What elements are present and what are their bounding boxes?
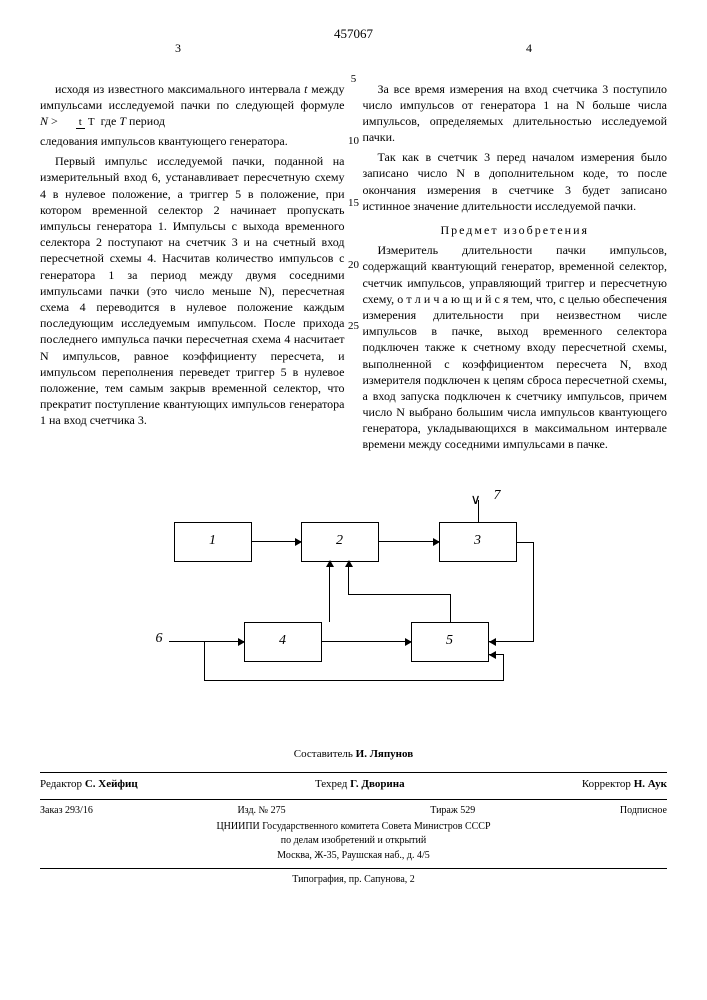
arrow-icon	[295, 538, 302, 546]
signal-line	[204, 680, 504, 682]
line-number: 15	[347, 196, 361, 211]
signal-line	[533, 542, 535, 642]
signal-line	[252, 541, 301, 543]
block-diagram: 1 2 3 4 5 7 ∨ 6	[174, 502, 534, 692]
line-number-gutter: 5 10 15 20 25	[347, 72, 361, 381]
footer: Составитель И. Ляпунов Редактор С. Хейфи…	[40, 747, 667, 887]
paragraph: Измеритель длительности пачки импульсов,…	[363, 242, 668, 452]
publication-info: Заказ 293/16 Изд. № 275 Тираж 529 Подпис…	[40, 799, 667, 862]
paragraph: следования импульсов квантующего генерат…	[40, 133, 345, 149]
arrow-icon	[238, 638, 245, 646]
diagram-block-2: 2	[301, 522, 379, 562]
org-line: ЦНИИПИ Государственного комитета Совета …	[40, 820, 667, 834]
right-column: За все время измерения на вход счетчика …	[363, 81, 668, 457]
line-number: 25	[347, 319, 361, 334]
diagram-block-3: 3	[439, 522, 517, 562]
page-number-left: 3	[175, 40, 181, 56]
signal-line	[450, 594, 452, 622]
org-line: по делам изобретений и открытий	[40, 834, 667, 848]
line-number: 10	[347, 134, 361, 149]
signal-line	[517, 542, 534, 544]
signal-line	[379, 541, 439, 543]
left-column: исходя из известного максимального интер…	[40, 81, 345, 457]
editor-credit: Редактор С. Хейфиц	[40, 777, 138, 792]
paragraph: За все время измерения на вход счетчика …	[363, 81, 668, 146]
diagram-block-4: 4	[244, 622, 322, 662]
arrow-icon	[345, 560, 353, 567]
address-line: Москва, Ж-35, Раушская наб., д. 4/5	[40, 849, 667, 863]
arrow-icon	[489, 638, 496, 646]
typography-line: Типография, пр. Сапунова, 2	[40, 868, 667, 887]
paragraph: Так как в счетчик 3 перед началом измере…	[363, 149, 668, 214]
signal-line	[348, 594, 451, 596]
paragraph: Первый импульс исследуемой пачки, поданн…	[40, 153, 345, 428]
signal-line	[503, 654, 505, 681]
antenna-icon: ∨	[471, 492, 481, 511]
document-number: 457067	[40, 25, 667, 43]
signal-line	[169, 641, 244, 643]
paragraph: исходя из известного максимального интер…	[40, 81, 345, 130]
composer-credit: Составитель И. Ляпунов	[40, 747, 667, 762]
signal-line	[329, 562, 331, 622]
techred-credit: Техред Г. Дворина	[315, 777, 405, 792]
signal-line	[204, 641, 206, 681]
arrow-icon	[405, 638, 412, 646]
section-title: Предмет изобретения	[363, 222, 668, 238]
arrow-icon	[433, 538, 440, 546]
diagram-label-6: 6	[156, 630, 163, 649]
line-number: 5	[347, 72, 361, 87]
corrector-credit: Корректор Н. Аук	[582, 777, 667, 792]
arrow-icon	[489, 651, 496, 659]
credits-row: Редактор С. Хейфиц Техред Г. Дворина Кор…	[40, 772, 667, 792]
diagram-label-7: 7	[494, 487, 501, 506]
arrow-icon	[326, 560, 334, 567]
signal-line	[322, 641, 411, 643]
page-number-right: 4	[526, 40, 532, 56]
line-number: 20	[347, 258, 361, 273]
diagram-block-1: 1	[174, 522, 252, 562]
diagram-block-5: 5	[411, 622, 489, 662]
pub-row: Заказ 293/16 Изд. № 275 Тираж 529 Подпис…	[40, 804, 667, 818]
